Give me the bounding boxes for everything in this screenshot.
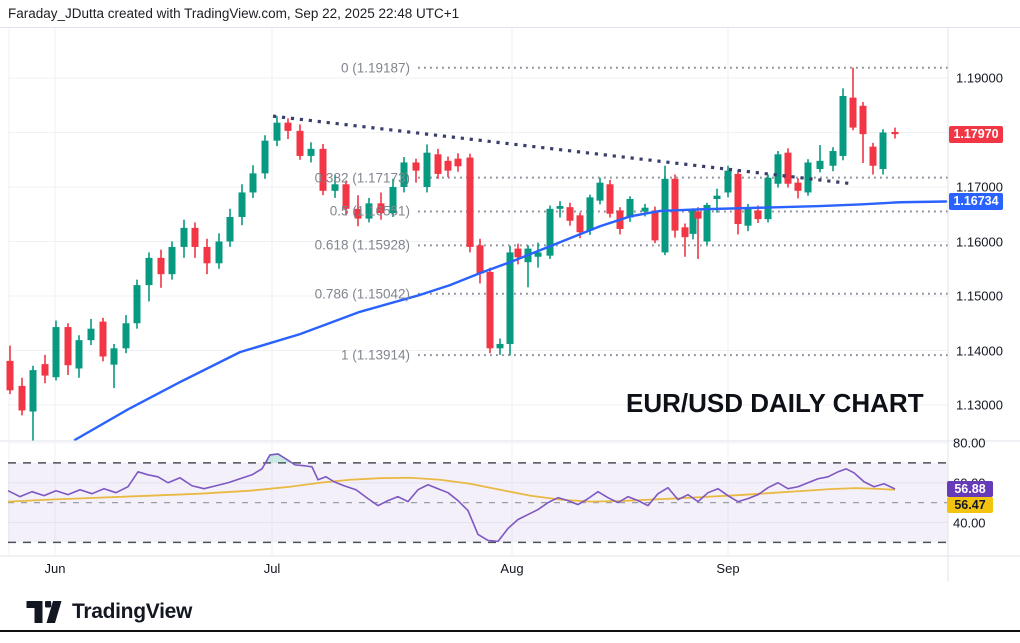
tradingview-logo-mark-icon <box>26 601 62 623</box>
fib-level-label: 0.5 (1.16551) <box>329 203 410 219</box>
last-price-badge: 1.17970 <box>949 125 1003 143</box>
time-axis-label: Jun <box>44 561 66 576</box>
rsi-overbought-fill <box>265 453 292 463</box>
fib-level-label: 0.382 (1.17173) <box>314 170 410 186</box>
rsi-axis-label: 40.00 <box>953 515 986 530</box>
price-axis-label: 1.19000 <box>956 70 1003 86</box>
price-axis-label: 1.13000 <box>956 397 1003 413</box>
fib-level-label: 1 (1.13914) <box>340 347 410 363</box>
fib-level-label: 0.618 (1.15928) <box>314 237 410 253</box>
price-axis-label: 1.15000 <box>956 288 1003 304</box>
rsi-line <box>7 453 896 543</box>
watermark-title: EUR/USD DAILY CHART <box>626 388 924 418</box>
chart-credit: Faraday_JDutta created with TradingView.… <box>8 6 460 21</box>
time-axis-label: Jul <box>263 561 281 576</box>
fib-level-label: 0 (1.19187) <box>340 60 410 76</box>
price-axis-label: 1.17000 <box>956 179 1003 195</box>
price-axis-label: 1.14000 <box>956 343 1003 358</box>
fib-lines <box>418 66 948 357</box>
time-axis-label: Aug <box>500 561 524 576</box>
rsi-ma-line <box>7 476 896 503</box>
rsi-value-badge: 56.88 <box>947 480 993 497</box>
fib-level-label: 0.786 (1.15042) <box>314 286 410 302</box>
rsi-ma-value-badge: 56.47 <box>947 496 993 513</box>
ma-value-badge: 1.16734 <box>949 192 1003 210</box>
candles <box>6 67 899 442</box>
price-scale-drag-area[interactable] <box>948 28 1020 582</box>
bottom-border <box>0 630 1020 632</box>
time-scale-drag-area[interactable] <box>0 556 948 584</box>
ma-line <box>73 200 948 442</box>
grid-lines <box>8 28 948 556</box>
tradingview-logo-text: TradingView <box>72 600 193 623</box>
tradingview-logo[interactable]: TradingView <box>26 598 192 626</box>
rsi-axis-label: 80.00 <box>953 435 986 451</box>
time-axis-label: Sep <box>716 561 740 576</box>
rsi-level-lines <box>8 462 948 544</box>
price-axis-label: 1.16000 <box>956 234 1003 249</box>
